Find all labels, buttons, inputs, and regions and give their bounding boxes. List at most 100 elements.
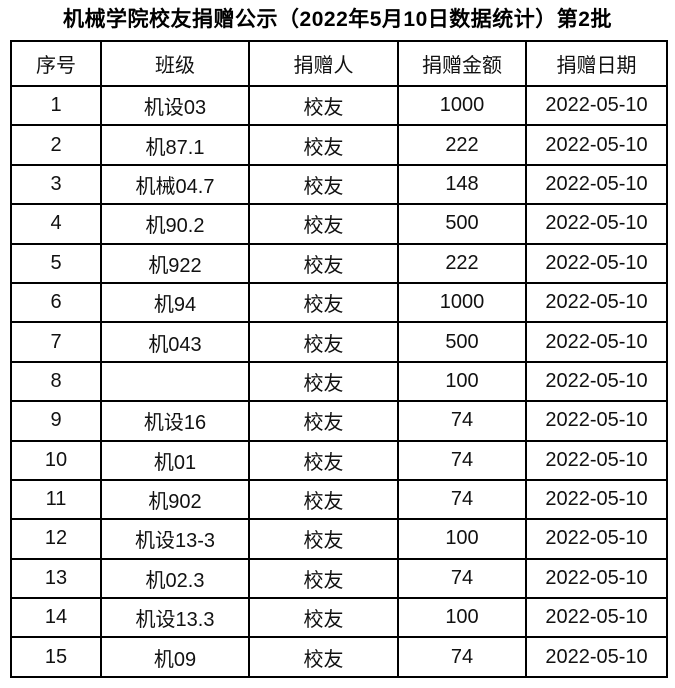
table-row: 3 机械04.7 校友 148 2022-05-10 (10, 163, 668, 206)
cell-index: 11 (10, 478, 102, 521)
cell-amount: 1000 (397, 84, 527, 127)
cell-amount: 222 (397, 124, 527, 166)
cell-date: 2022-05-10 (525, 163, 668, 206)
col-header-amount: 捐赠金额 (397, 40, 527, 87)
cell-index: 7 (10, 321, 102, 363)
table-row: 10 机01 校友 74 2022-05-10 (10, 439, 668, 481)
cell-index: 3 (10, 163, 102, 206)
cell-date: 2022-05-10 (525, 518, 668, 560)
cell-donor: 校友 (248, 321, 399, 363)
cell-index: 10 (10, 439, 102, 481)
cell-donor: 校友 (248, 84, 399, 127)
table-row: 15 机09 校友 74 2022-05-10 (10, 636, 668, 678)
cell-donor: 校友 (248, 124, 399, 166)
cell-amount: 74 (397, 439, 527, 481)
cell-amount: 148 (397, 163, 527, 206)
cell-date: 2022-05-10 (525, 321, 668, 363)
cell-date: 2022-05-10 (525, 203, 668, 245)
cell-date: 2022-05-10 (525, 597, 668, 639)
table-row: 1 机设03 校友 1000 2022-05-10 (10, 84, 668, 127)
cell-donor: 校友 (248, 400, 399, 442)
cell-donor: 校友 (248, 281, 399, 324)
cell-class: 机设13-3 (100, 518, 250, 560)
cell-donor: 校友 (248, 360, 399, 403)
table-row: 4 机90.2 校友 500 2022-05-10 (10, 203, 668, 245)
cell-date: 2022-05-10 (525, 360, 668, 403)
col-header-date: 捐赠日期 (525, 40, 668, 87)
cell-index: 12 (10, 518, 102, 560)
cell-amount: 100 (397, 597, 527, 639)
cell-amount: 500 (397, 203, 527, 245)
cell-date: 2022-05-10 (525, 124, 668, 166)
table-row: 5 机922 校友 222 2022-05-10 (10, 242, 668, 284)
cell-donor: 校友 (248, 203, 399, 245)
cell-donor: 校友 (248, 242, 399, 284)
cell-date: 2022-05-10 (525, 84, 668, 127)
cell-date: 2022-05-10 (525, 636, 668, 678)
cell-donor: 校友 (248, 597, 399, 639)
col-header-class: 班级 (100, 40, 250, 87)
cell-amount: 74 (397, 478, 527, 521)
cell-index: 4 (10, 203, 102, 245)
table-row: 序号 班级 捐赠人 捐赠金额 捐赠日期 (10, 40, 668, 87)
cell-date: 2022-05-10 (525, 400, 668, 442)
table-body: 1 机设03 校友 1000 2022-05-10 2 机87.1 校友 222 2022-05-… (10, 84, 668, 678)
table-row: 13 机02.3 校友 74 2022-05-10 (10, 557, 668, 600)
cell-index: 1 (10, 84, 102, 127)
cell-index: 14 (10, 597, 102, 639)
cell-class: 机94 (100, 281, 250, 324)
page-title: 机械学院校友捐赠公示（2022年5月10日数据统计）第2批 (63, 8, 612, 31)
cell-amount: 74 (397, 557, 527, 600)
table-row: 2 机87.1 校友 222 2022-05-10 (10, 124, 668, 166)
cell-class: 机设16 (100, 400, 250, 442)
cell-amount: 74 (397, 636, 527, 678)
cell-amount: 100 (397, 518, 527, 560)
cell-index: 6 (10, 281, 102, 324)
cell-amount: 74 (397, 400, 527, 442)
cell-class: 机87.1 (100, 124, 250, 166)
cell-index: 2 (10, 124, 102, 166)
cell-amount: 1000 (397, 281, 527, 324)
cell-index: 9 (10, 400, 102, 442)
table-row: 14 机设13.3 校友 100 2022-05-10 (10, 597, 668, 639)
table-row: 11 机902 校友 74 2022-05-10 (10, 478, 668, 521)
cell-amount: 500 (397, 321, 527, 363)
table-header-row: 序号 班级 捐赠人 捐赠金额 捐赠日期 (10, 40, 668, 87)
cell-class: 机922 (100, 242, 250, 284)
cell-class: 机09 (100, 636, 250, 678)
cell-class: 机械04.7 (100, 163, 250, 206)
cell-class: 机902 (100, 478, 250, 521)
table-row: 8 校友 100 2022-05-10 (10, 360, 668, 403)
col-header-donor: 捐赠人 (248, 40, 399, 87)
cell-class: 机043 (100, 321, 250, 363)
cell-class (100, 360, 250, 403)
cell-date: 2022-05-10 (525, 478, 668, 521)
col-header-index: 序号 (10, 40, 102, 87)
cell-index: 8 (10, 360, 102, 403)
cell-class: 机01 (100, 439, 250, 481)
cell-index: 13 (10, 557, 102, 600)
cell-date: 2022-05-10 (525, 439, 668, 481)
cell-index: 5 (10, 242, 102, 284)
cell-class: 机02.3 (100, 557, 250, 600)
cell-donor: 校友 (248, 478, 399, 521)
cell-donor: 校友 (248, 439, 399, 481)
cell-class: 机90.2 (100, 203, 250, 245)
cell-index: 15 (10, 636, 102, 678)
table-row: 7 机043 校友 500 2022-05-10 (10, 321, 668, 363)
cell-class: 机设13.3 (100, 597, 250, 639)
cell-donor: 校友 (248, 557, 399, 600)
donation-table: 序号 班级 捐赠人 捐赠金额 捐赠日期 1 机设03 校友 1000 2022-05-1… (10, 40, 668, 678)
cell-amount: 100 (397, 360, 527, 403)
cell-amount: 222 (397, 242, 527, 284)
cell-donor: 校友 (248, 636, 399, 678)
cell-date: 2022-05-10 (525, 242, 668, 284)
table-row: 6 机94 校友 1000 2022-05-10 (10, 281, 668, 324)
table-row: 12 机设13-3 校友 100 2022-05-10 (10, 518, 668, 560)
cell-donor: 校友 (248, 518, 399, 560)
cell-date: 2022-05-10 (525, 281, 668, 324)
table-row: 9 机设16 校友 74 2022-05-10 (10, 400, 668, 442)
cell-class: 机设03 (100, 84, 250, 127)
cell-date: 2022-05-10 (525, 557, 668, 600)
